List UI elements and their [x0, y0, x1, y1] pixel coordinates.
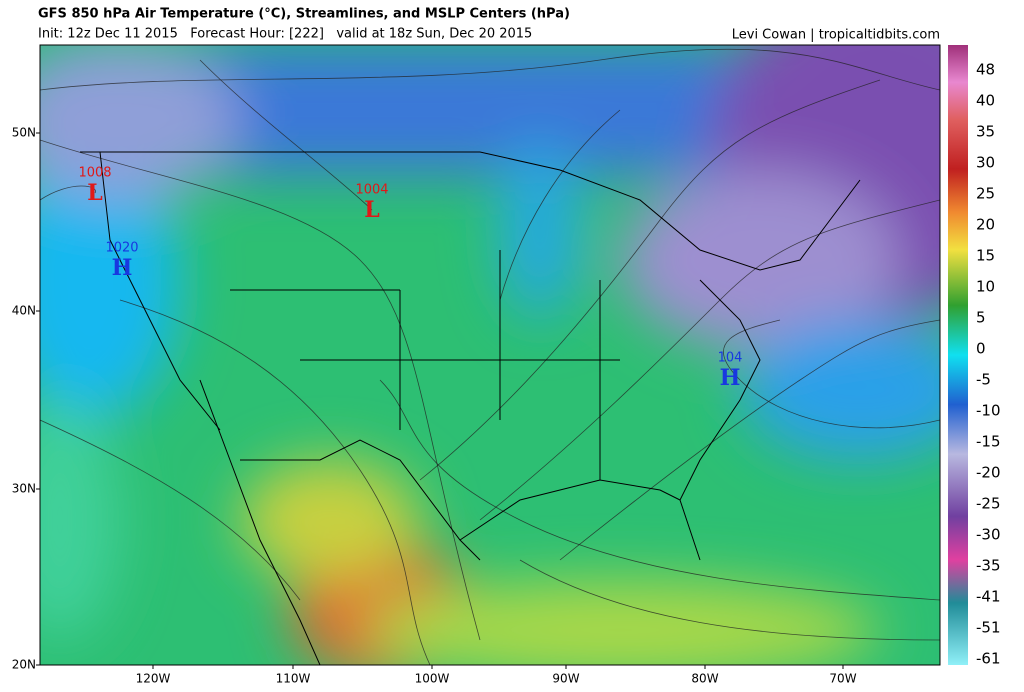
pressure-center: L: [87, 180, 102, 206]
map-frame: [39, 44, 941, 666]
lon-label: 80W: [691, 672, 718, 686]
colorbar-label: 10: [976, 278, 995, 296]
lon-label: 100W: [415, 672, 450, 686]
subtitle: Init: 12z Dec 11 2015 Forecast Hour: [22…: [38, 27, 532, 42]
colorbar-label: -20: [976, 464, 1001, 482]
pressure-center: H: [112, 255, 133, 281]
colorbar-label: -25: [976, 495, 1001, 513]
colorbar-label: 5: [976, 309, 986, 327]
pressure-value: 1020: [105, 241, 138, 256]
lat-label: 40N: [12, 304, 36, 318]
colorbar-label: -15: [976, 433, 1001, 451]
title: GFS 850 hPa Air Temperature (°C), Stream…: [38, 7, 570, 22]
streamlines: [40, 48, 940, 665]
colorbar-label: 0: [976, 340, 986, 358]
colorbar-label: 48: [976, 61, 995, 79]
colorbar-label: -61: [976, 650, 1001, 668]
borders: [80, 151, 861, 665]
colorbar-label: 30: [976, 154, 995, 172]
colorbar-label: -5: [976, 371, 991, 389]
lon-label: 110W: [276, 672, 311, 686]
pressure-value: 104: [718, 351, 743, 366]
pressure-center: H: [720, 365, 741, 391]
colorbar-label: 20: [976, 216, 995, 234]
pressure-value: 1004: [355, 183, 388, 198]
colorbar-label: 25: [976, 185, 995, 203]
colorbar-label: -30: [976, 526, 1001, 544]
lon-label: 90W: [552, 672, 579, 686]
colorbar-label: -41: [976, 588, 1001, 606]
lat-label: 30N: [12, 482, 36, 496]
pressure-center: L: [364, 197, 379, 223]
colorbar-label: -35: [976, 557, 1001, 575]
colorbar-label: 15: [976, 247, 995, 265]
lon-label: 70W: [829, 672, 856, 686]
lon-label: 120W: [136, 672, 171, 686]
lat-label: 20N: [12, 658, 36, 672]
colorbar-label: 40: [976, 92, 995, 110]
credit: Levi Cowan | tropicaltidbits.com: [732, 28, 940, 43]
colorbar-label: -51: [976, 619, 1001, 637]
pressure-value: 1008: [78, 166, 111, 181]
colorbar-label: -10: [976, 402, 1001, 420]
colorbar: [948, 45, 968, 665]
colorbar-label: 35: [976, 123, 995, 141]
lat-label: 50N: [12, 126, 36, 140]
